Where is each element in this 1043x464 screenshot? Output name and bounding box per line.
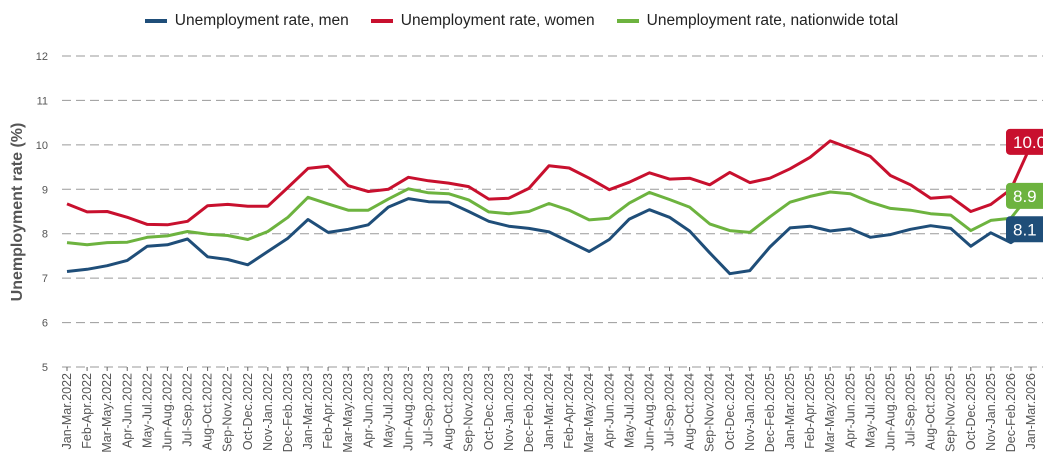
x-tick-label: Feb-Apr.2023 xyxy=(321,373,335,449)
x-tick-label: Jul-Sep.2023 xyxy=(422,373,436,447)
x-tick-label: Nov-Jan.2022 xyxy=(261,373,275,451)
women-series-line xyxy=(66,139,1033,227)
x-tick-label: Jan-Mar.2022 xyxy=(60,373,74,449)
x-tick-label: Nov-Jan.2023 xyxy=(502,373,516,451)
y-tick-label: 7 xyxy=(42,273,48,285)
legend-item-women: Unemployment rate, women xyxy=(370,12,595,30)
y-tick-label: 6 xyxy=(42,318,48,330)
men-end-label-text: 8.1 xyxy=(1013,220,1037,239)
total-series-line xyxy=(66,187,1033,247)
x-tick-label: Apr-Jun.2022 xyxy=(120,373,134,448)
legend-swatch-total xyxy=(616,19,639,23)
x-tick-label: Jan-Mar.2024 xyxy=(542,373,556,449)
men-end-label: 8.1 xyxy=(1006,216,1043,243)
x-tick-label: Dec-Feb.2026 xyxy=(1004,373,1018,452)
women-end-label: 10.0 xyxy=(1006,128,1043,155)
women-end-label-bg xyxy=(1006,128,1043,155)
y-tick-label: 11 xyxy=(37,95,48,107)
legend-item-men: Unemployment rate, men xyxy=(144,12,349,30)
end-labels: 8.1 10.0 8.9 xyxy=(1006,128,1043,243)
x-tick-label: Oct-Dec.2023 xyxy=(482,373,496,450)
x-axis-ticks: Jan-Mar.2022 Feb-Apr.2022 Mar-May.2022 Apr-… xyxy=(60,367,1038,453)
x-tick-label: Nov-Jan.2025 xyxy=(984,373,998,451)
x-tick-label: Jun-Aug.2025 xyxy=(883,373,897,451)
y-tick-label: 10 xyxy=(36,140,48,152)
y-tick-label: 12 xyxy=(36,51,48,63)
y-tick-label: 8 xyxy=(42,229,48,241)
x-tick-label: May-Jul.2025 xyxy=(863,373,877,448)
x-tick-label: Dec-Feb.2025 xyxy=(763,373,777,452)
men-end-label-bg xyxy=(1006,216,1043,243)
x-tick-label: Oct-Dec.2025 xyxy=(964,373,978,450)
y-axis-ticks: 5 6 7 8 9 10 11 12 xyxy=(36,51,48,374)
x-tick-label: Feb-Apr.2022 xyxy=(80,373,94,449)
x-tick-label: Apr-Jun.2024 xyxy=(602,373,616,448)
x-tick-label: Sep-Nov.2025 xyxy=(944,373,958,452)
x-tick-label: Aug-Oct.2023 xyxy=(442,373,456,450)
x-tick-label: Jun-Aug.2023 xyxy=(401,373,415,451)
x-tick-label: Oct-Dec.2024 xyxy=(723,373,737,450)
legend-label-women: Unemployment rate, women xyxy=(400,12,595,29)
total-end-label-bg xyxy=(1006,182,1043,209)
x-tick-label: Feb-Apr.2025 xyxy=(803,373,817,449)
x-tick-label: Apr-Jun.2025 xyxy=(843,373,857,448)
chart-legend: Unemployment rate, men Unemployment rate… xyxy=(0,12,1043,30)
x-tick-label: Aug-Oct.2025 xyxy=(924,373,938,450)
x-tick-label: Feb-Apr.2024 xyxy=(562,373,576,449)
x-tick-label: Mar-May.2022 xyxy=(100,373,114,453)
x-tick-label: Jun-Aug.2024 xyxy=(642,373,656,451)
x-tick-label: Apr-Jun.2023 xyxy=(361,373,375,448)
y-tick-label: 5 xyxy=(42,362,48,374)
x-tick-label: Mar-May.2024 xyxy=(582,373,596,453)
x-tick-label: May-Jul.2022 xyxy=(140,373,154,448)
y-axis-title: Unemployment rate (%) xyxy=(9,123,26,302)
x-tick-label: May-Jul.2024 xyxy=(622,373,636,448)
x-tick-label: May-Jul.2023 xyxy=(381,373,395,448)
x-tick-label: Aug-Oct.2024 xyxy=(683,373,697,450)
legend-item-total: Unemployment rate, nationwide total xyxy=(616,12,899,30)
x-tick-label: Sep-Nov.2022 xyxy=(221,373,235,452)
legend-label-men: Unemployment rate, men xyxy=(174,12,349,29)
x-tick-label: Dec-Feb.2024 xyxy=(522,373,536,452)
x-tick-label: Dec-Feb.2023 xyxy=(281,373,295,452)
x-tick-label: Sep-Nov.2023 xyxy=(462,373,476,452)
x-tick-label: Jul-Sep.2024 xyxy=(663,373,677,447)
x-tick-label: Mar-May.2023 xyxy=(341,373,355,453)
x-tick-label: Jun-Aug.2022 xyxy=(160,373,174,451)
legend-swatch-men xyxy=(144,19,167,23)
y-tick-label: 9 xyxy=(42,184,48,196)
x-tick-label: Oct-Dec.2022 xyxy=(241,373,255,450)
x-tick-label: Jan-Mar.2025 xyxy=(783,373,797,449)
x-tick-label: Jan-Mar.2026 xyxy=(1024,373,1038,449)
x-tick-label: Nov-Jan.2024 xyxy=(743,373,757,451)
x-tick-label: Aug-Oct.2022 xyxy=(201,373,215,450)
x-tick-label: Mar-May.2025 xyxy=(823,373,837,453)
legend-label-total: Unemployment rate, nationwide total xyxy=(646,12,899,29)
total-end-label-text: 8.9 xyxy=(1013,187,1037,206)
series-lines xyxy=(66,139,1033,276)
x-tick-label: Jul-Sep.2022 xyxy=(181,373,195,447)
total-end-label: 8.9 xyxy=(1006,182,1043,209)
women-end-label-text: 10.0 xyxy=(1013,133,1043,152)
x-tick-label: Jul-Sep.2025 xyxy=(904,373,918,447)
men-series-line xyxy=(66,197,1032,276)
grid-lines xyxy=(62,55,1043,368)
x-tick-label: Jan-Mar.2023 xyxy=(301,373,315,449)
x-tick-label: Sep-Nov.2024 xyxy=(703,373,717,452)
legend-swatch-women xyxy=(370,19,393,23)
